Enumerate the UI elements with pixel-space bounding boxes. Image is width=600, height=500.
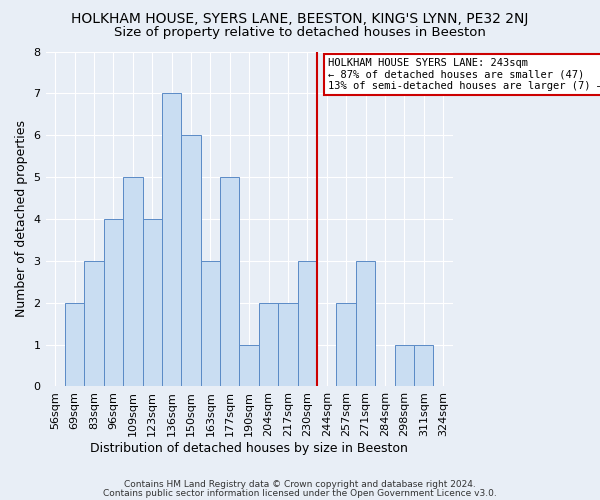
Bar	[337, 302, 356, 386]
Bar	[85, 261, 104, 386]
Text: HOLKHAM HOUSE, SYERS LANE, BEESTON, KING'S LYNN, PE32 2NJ: HOLKHAM HOUSE, SYERS LANE, BEESTON, KING…	[71, 12, 529, 26]
Bar	[181, 135, 200, 386]
Bar	[414, 344, 433, 387]
Bar	[65, 302, 85, 386]
Text: Size of property relative to detached houses in Beeston: Size of property relative to detached ho…	[114, 26, 486, 39]
Bar	[395, 344, 414, 387]
Bar	[356, 261, 375, 386]
X-axis label: Distribution of detached houses by size in Beeston: Distribution of detached houses by size …	[90, 442, 408, 455]
Bar	[104, 219, 123, 386]
Bar	[298, 261, 317, 386]
Text: HOLKHAM HOUSE SYERS LANE: 243sqm
← 87% of detached houses are smaller (47)
13% o: HOLKHAM HOUSE SYERS LANE: 243sqm ← 87% o…	[328, 58, 600, 91]
Bar	[259, 302, 278, 386]
Bar	[239, 344, 259, 387]
Bar	[278, 302, 298, 386]
Bar	[200, 261, 220, 386]
Text: Contains public sector information licensed under the Open Government Licence v3: Contains public sector information licen…	[103, 489, 497, 498]
Bar	[162, 94, 181, 387]
Bar	[143, 219, 162, 386]
Y-axis label: Number of detached properties: Number of detached properties	[15, 120, 28, 318]
Bar	[123, 177, 143, 386]
Bar	[220, 177, 239, 386]
Text: Contains HM Land Registry data © Crown copyright and database right 2024.: Contains HM Land Registry data © Crown c…	[124, 480, 476, 489]
